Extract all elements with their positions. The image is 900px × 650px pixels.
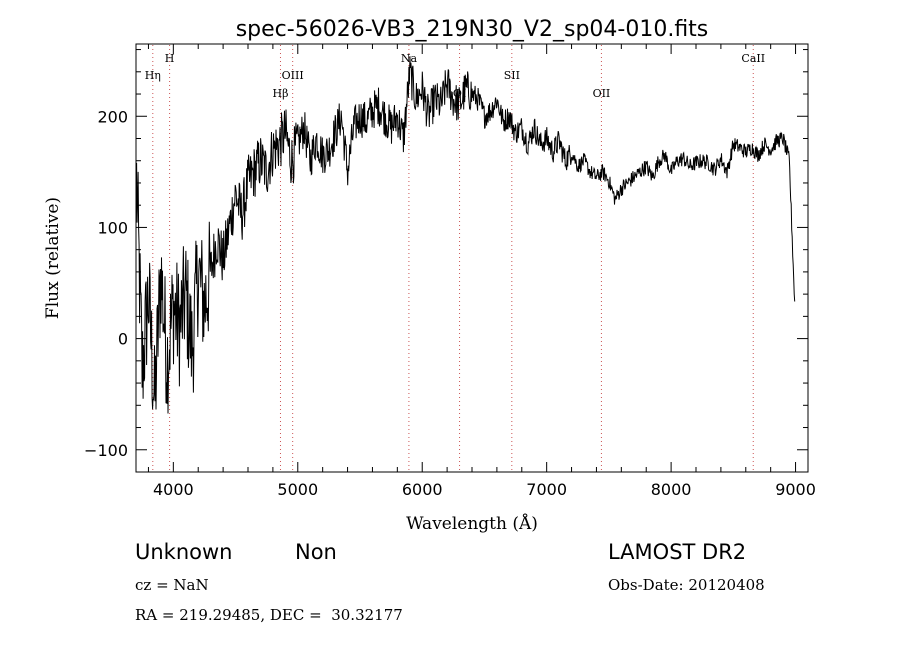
spectral-line-label: CaII	[741, 52, 765, 65]
chart-title: spec-56026-VB3_219N30_V2_sp04-010.fits	[236, 17, 709, 42]
x-axis-label: Wavelength (Å)	[406, 513, 538, 534]
x-tick-label: 9000	[775, 480, 816, 499]
object-subclass-label: Non	[295, 540, 337, 564]
observation-date: Obs-Date: 20120408	[608, 576, 765, 594]
x-tick-label: 4000	[153, 480, 194, 499]
spectral-line-label: OIII	[282, 69, 304, 82]
spectral-line-label: OII	[593, 87, 611, 100]
y-tick-label: −100	[84, 441, 128, 460]
spectral-line-label: Na	[401, 52, 418, 65]
y-axis-label: Flux (relative)	[43, 197, 63, 319]
spectrum-series-line	[136, 56, 796, 414]
y-tick-label: 0	[118, 330, 128, 349]
y-tick-label: 100	[97, 218, 128, 237]
spectral-line-label: Hη	[145, 69, 161, 82]
x-tick-label: 5000	[277, 480, 318, 499]
x-tick-label: 7000	[526, 480, 567, 499]
x-tick-label: 8000	[651, 480, 692, 499]
survey-label: LAMOST DR2	[608, 540, 747, 564]
spectral-line-label: Hβ	[273, 87, 289, 100]
plot-frame	[135, 43, 809, 473]
object-class-label: Unknown	[135, 540, 233, 564]
x-tick-label: 6000	[402, 480, 443, 499]
axis-ticks	[136, 44, 808, 473]
axis-tick-labels: 4000 5000 6000 7000 8000 9000 −100 0 100 200	[84, 107, 816, 499]
spectral-line-label: SII	[504, 69, 520, 82]
spectral-line-label: H	[165, 52, 175, 65]
y-tick-label: 200	[97, 107, 128, 126]
coordinates-value: RA = 219.29485, DEC = 30.32177	[135, 606, 403, 624]
redshift-value: cz = NaN	[135, 576, 209, 594]
